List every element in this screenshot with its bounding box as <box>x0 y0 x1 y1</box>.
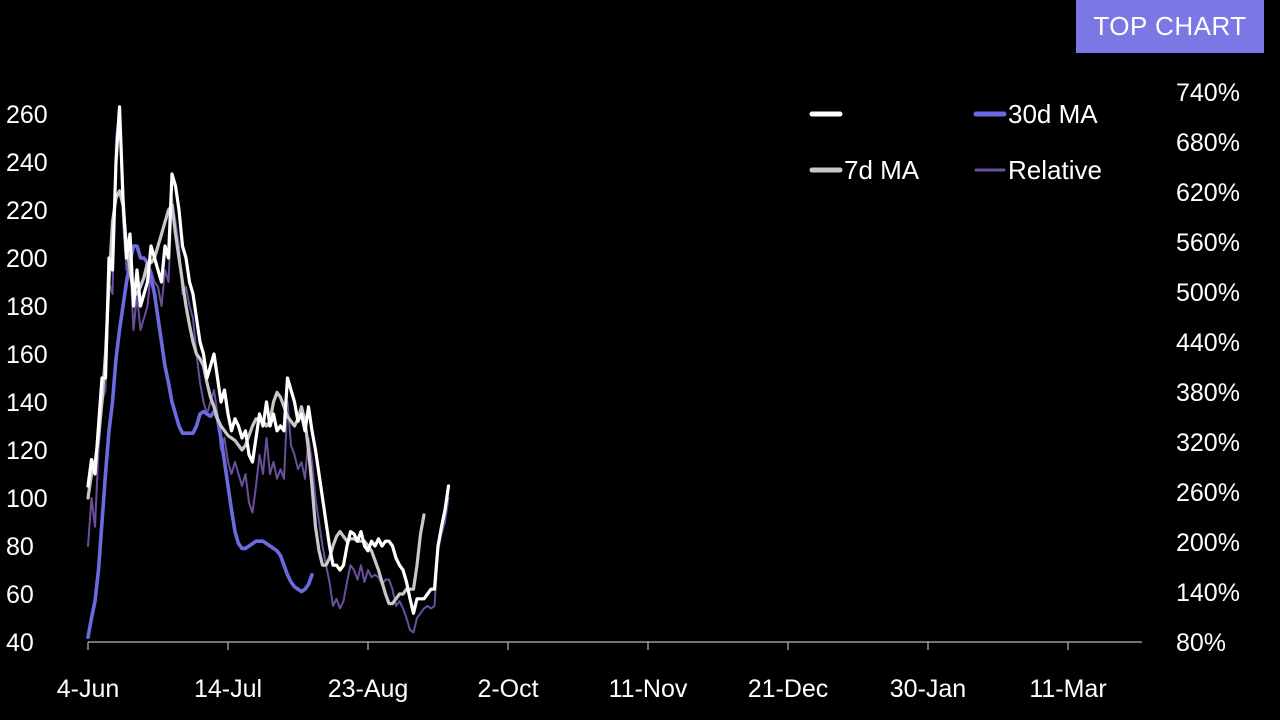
y-right-tick-label: 620% <box>1176 179 1240 207</box>
y-right-tick-label: 500% <box>1176 279 1240 307</box>
y-left-tick-label: 140 <box>6 389 48 417</box>
y-left-tick-label: 80 <box>6 533 34 561</box>
chart-axes: 4-Jun 14-Jul 23-Aug 2-Oct 11-Nov 21-Dec 30-Jan… <box>6 79 1240 703</box>
y-left-tick-label: 240 <box>6 149 48 177</box>
y-right-tick-label: 440% <box>1176 329 1240 357</box>
x-tick-label: 11-Mar <box>1029 675 1106 703</box>
y-right-tick-label: 680% <box>1176 129 1240 157</box>
legend-label-relative: Relative <box>1008 155 1102 185</box>
y-left-tick-label: 120 <box>6 437 48 465</box>
x-tick-label: 23-Aug <box>328 675 409 703</box>
x-tick-label: 4-Jun <box>57 675 120 703</box>
y-left-tick-label: 160 <box>6 341 48 369</box>
x-tick-label: 14-Jul <box>194 675 262 703</box>
x-tick-label: 21-Dec <box>748 675 829 703</box>
y-left-tick-label: 200 <box>6 245 48 273</box>
y-right-tick-label: 740% <box>1176 79 1240 107</box>
y-left-tick-label: 40 <box>6 629 34 657</box>
y-left-tick-label: 220 <box>6 197 48 225</box>
y-right-tick-label: 200% <box>1176 529 1240 557</box>
y-right-tick-label: 260% <box>1176 479 1240 507</box>
chart-legend: 30d MA 7d MA Relative <box>809 99 1102 185</box>
y-right-tick-label: 140% <box>1176 579 1240 607</box>
series-line-relative <box>87 108 450 634</box>
x-tick-label: 11-Nov <box>609 675 688 703</box>
series-line-ma30 <box>86 244 314 639</box>
y-left-tick-label: 60 <box>6 581 34 609</box>
y-right-tick-label: 560% <box>1176 229 1240 257</box>
y-right-tick-label: 80% <box>1176 629 1226 657</box>
y-left-tick-label: 100 <box>6 485 48 513</box>
legend-label-ma30: 30d MA <box>1008 99 1098 129</box>
x-tick-label: 2-Oct <box>477 675 538 703</box>
y-right-tick-label: 320% <box>1176 429 1240 457</box>
x-tick-label: 30-Jan <box>890 675 966 703</box>
y-left-tick-label: 260 <box>6 101 48 129</box>
top-chart-badge: TOP CHART <box>1076 0 1264 53</box>
series-line-main <box>86 105 451 615</box>
chart-series <box>86 105 451 639</box>
y-right-tick-label: 380% <box>1176 379 1240 407</box>
y-left-tick-label: 180 <box>6 293 48 321</box>
series-line-ma7 <box>86 189 426 606</box>
legend-label-ma7: 7d MA <box>844 155 920 185</box>
